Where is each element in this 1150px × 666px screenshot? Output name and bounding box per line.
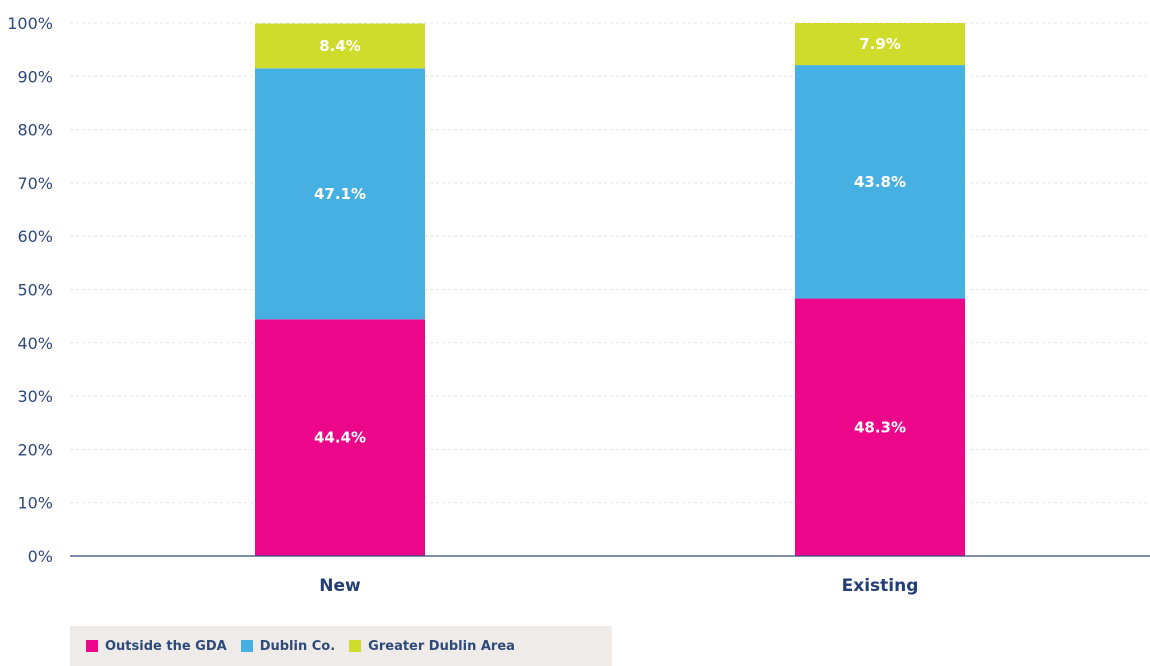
x-tick-label: New [319,576,361,596]
x-axis-ticks: New Existing [319,576,918,596]
bar-segment [255,68,425,320]
y-tick-label: 60% [17,227,53,246]
y-tick-label: 50% [17,281,53,300]
y-tick-label: 0% [28,547,53,566]
legend: Outside the GDA Dublin Co. Greater Dublin … [70,626,612,666]
y-tick-label: 100% [7,14,53,33]
data-label: 8.4% [319,37,361,55]
data-labels: 44.4% 47.1% 8.4% 48.3% 43.8% 7.9% [314,35,906,447]
bar-segment [795,65,965,299]
bar-segment [255,23,425,69]
legend-label: Greater Dublin Area [368,638,515,654]
y-tick-label: 20% [17,440,53,459]
bar-segment [795,23,965,66]
data-label: 7.9% [859,35,901,53]
y-tick-label: 80% [17,121,53,140]
legend-swatch [240,640,253,652]
y-tick-label: 10% [17,494,53,513]
x-tick-label: Existing [842,576,919,596]
data-label: 44.4% [314,429,366,447]
bars [255,23,965,556]
data-label: 47.1% [314,185,366,203]
legend-item: Dublin Co. [240,638,336,654]
bar-segment [255,319,425,556]
y-axis-ticks: 0% 10% 20% 30% 40% 50% 60% 70% 80% 90% 100% [7,14,53,566]
y-tick-label: 70% [17,174,53,193]
legend-item: Outside the GDA [86,639,227,654]
y-tick-label: 40% [17,334,53,353]
data-label: 43.8% [854,173,906,191]
y-tick-label: 90% [17,67,53,86]
data-label: 48.3% [854,418,906,436]
legend-swatch [86,640,98,652]
legend-label: Dublin Co. [259,638,336,654]
y-tick-label: 30% [17,387,53,406]
bar-segment [795,298,965,556]
legend-item: Greater Dublin Area [349,639,515,654]
gridlines [70,22,1150,504]
chart-plot: 0%10%20%30%40%50%60%70%80%90%100% 44.4%4… [7,14,1150,596]
legend-label: Outside the GDA [105,638,227,654]
legend-swatch [349,640,362,652]
